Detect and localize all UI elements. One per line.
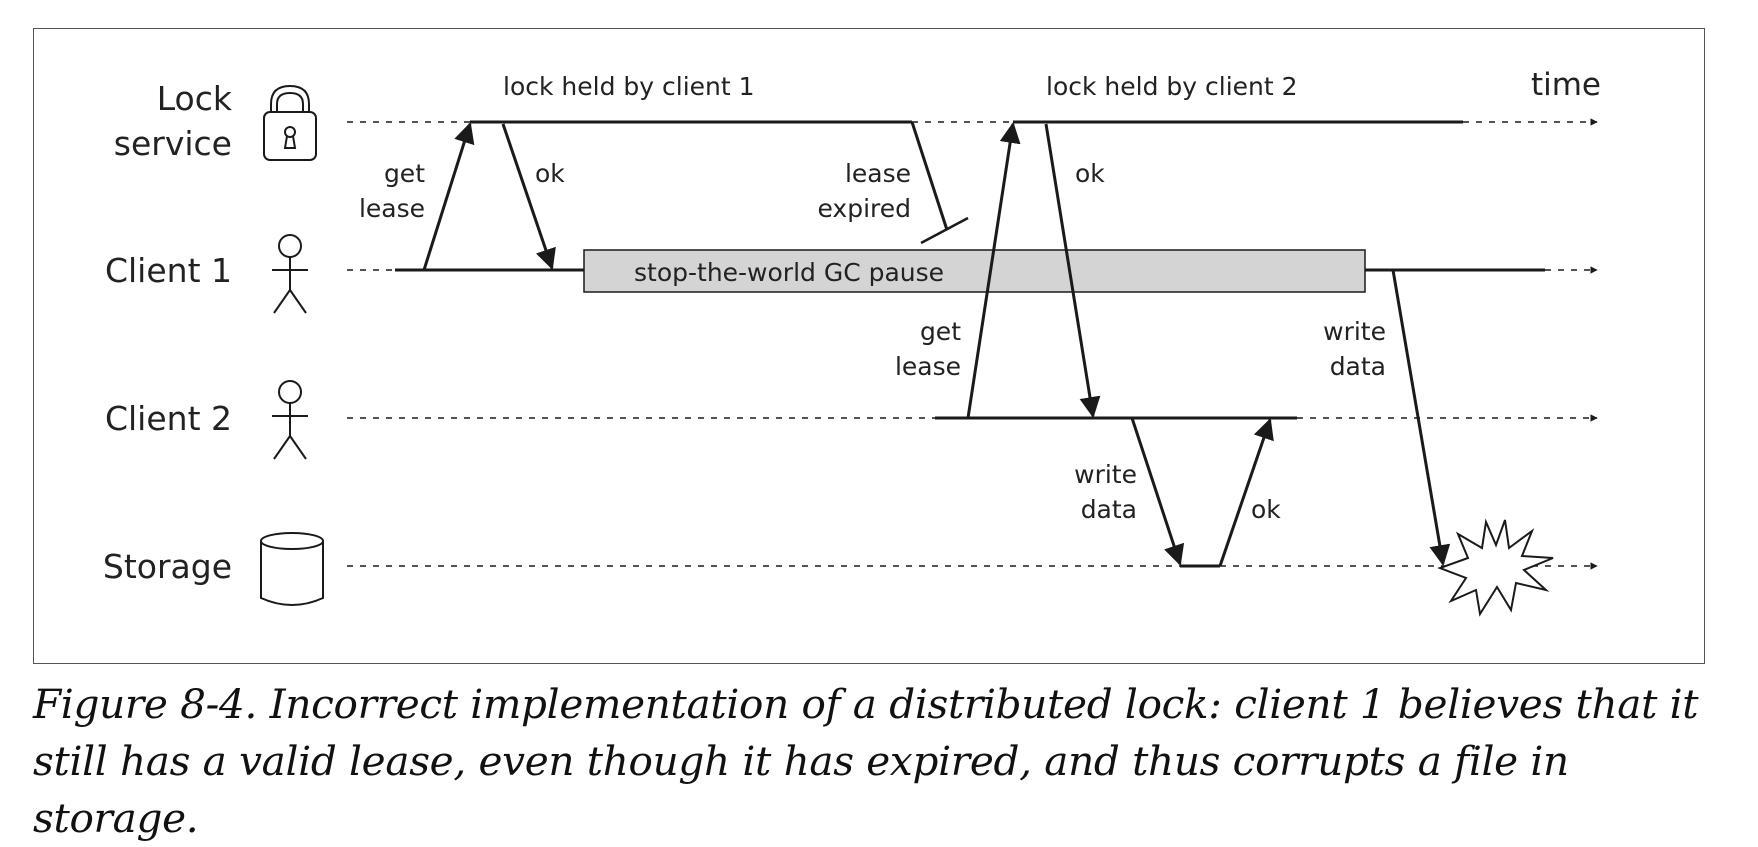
write-data-label-1-line1: write — [1323, 317, 1386, 346]
lock-held-client2-label: lock held by client 2 — [1046, 72, 1298, 101]
person-icon — [272, 234, 308, 314]
write-data-label-2-line1: write — [1074, 460, 1137, 489]
get-lease-label-1-line2: lease — [359, 194, 425, 223]
database-icon — [260, 532, 324, 606]
get-lease-label-1-line1: get — [384, 159, 425, 188]
gc-pause-box — [583, 249, 1366, 293]
lock-held-client1-label: lock held by client 1 — [503, 72, 755, 101]
write-data-label-2-line2: data — [1081, 495, 1137, 524]
lease-expired-label-line1: lease — [845, 159, 911, 188]
write-data-arrow-client1 — [1391, 269, 1451, 567]
lane-label-client2: Client 2 — [105, 399, 232, 438]
figure-caption: Figure 8-4. Incorrect implementation of … — [33, 680, 1699, 842]
person-icon — [272, 380, 308, 460]
lane-label-storage: Storage — [103, 547, 232, 586]
ok-arrow-client2 — [1044, 123, 1101, 419]
sequence-diagram: Lock service Client 1 Client 2 Storage — [103, 67, 1601, 617]
figure-frame — [33, 28, 1705, 664]
lane-label-client1: Client 1 — [105, 251, 232, 290]
ok-label-3: ok — [1251, 495, 1281, 524]
lease-expired-cross — [920, 216, 969, 245]
explosion-icon — [1437, 518, 1554, 617]
ok-label-2: ok — [1075, 159, 1105, 188]
lane-label-lock-service-2: service — [114, 124, 232, 163]
get-lease-arrow-client1 — [422, 121, 475, 271]
ok-arrow-storage — [1218, 418, 1274, 567]
ok-arrow-client1 — [501, 123, 556, 270]
gc-pause-label: stop-the-world GC pause — [634, 258, 944, 287]
get-lease-label-2-line2: lease — [895, 352, 961, 381]
lane-label-lock-service-1: Lock — [157, 79, 233, 118]
write-data-label-1-line2: data — [1330, 352, 1386, 381]
lease-expired-label-line2: expired — [817, 194, 911, 223]
ok-label-1: ok — [535, 159, 565, 188]
time-label: time — [1531, 67, 1601, 103]
padlock-icon — [263, 84, 317, 161]
get-lease-label-2-line1: get — [920, 317, 961, 346]
lease-expired-line — [910, 121, 949, 231]
get-lease-arrow-client2 — [966, 121, 1021, 419]
write-data-arrow-client2 — [1130, 417, 1185, 566]
